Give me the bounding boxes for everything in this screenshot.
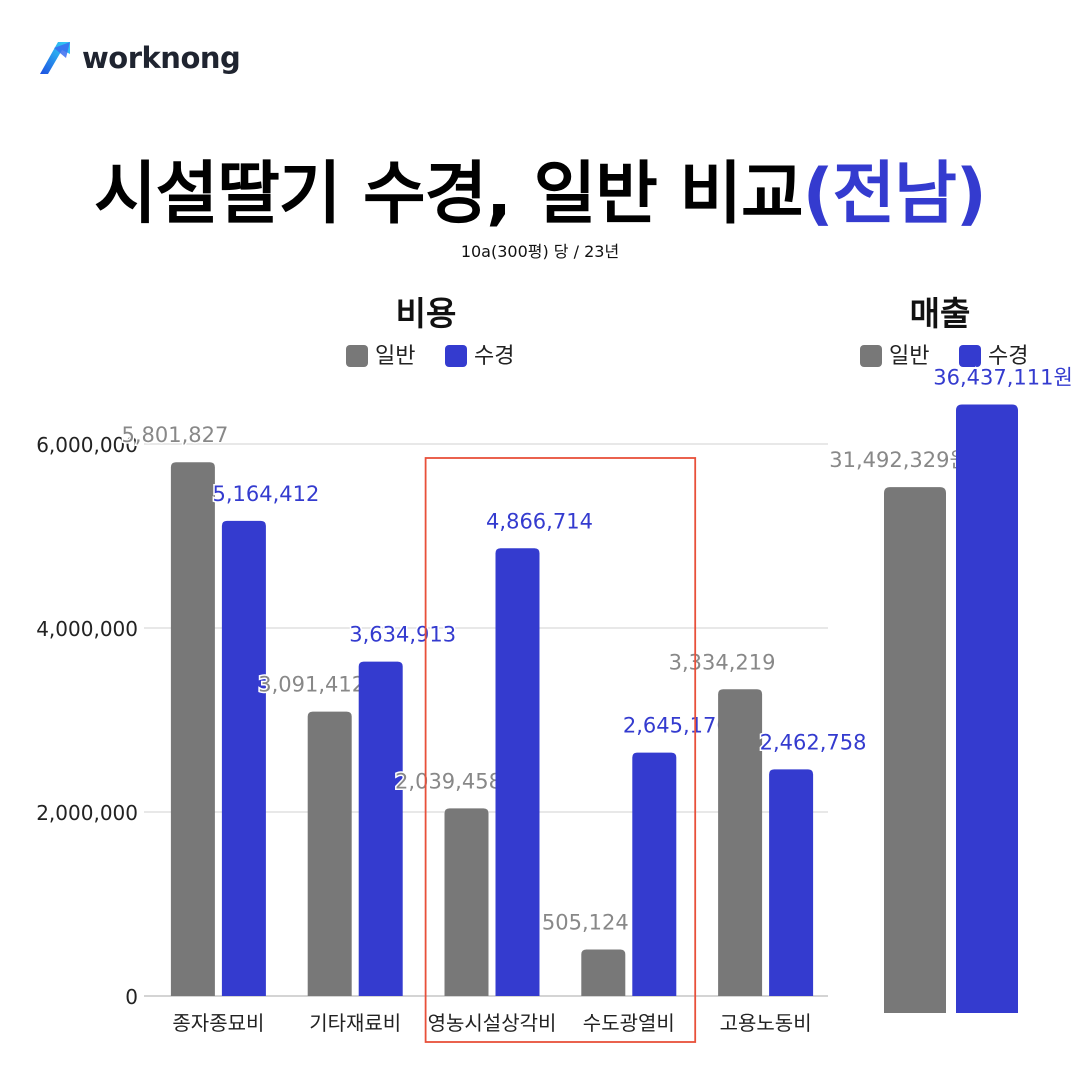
cost-data-label: 505,124 xyxy=(542,911,629,935)
revenue-data-label: 36,437,111원 xyxy=(933,366,1073,390)
cost-y-tick-label: 2,000,000 xyxy=(36,801,138,825)
cost-data-label: 3,634,913 xyxy=(349,623,456,647)
cost-x-tick-label: 고용노동비 xyxy=(720,1011,812,1035)
cost-data-label: 4,866,714 xyxy=(486,509,593,533)
revenue-data-label: 31,492,329원 xyxy=(829,448,969,472)
cost-legend-label: 수경 xyxy=(474,344,514,369)
cost-y-tick-label: 0 xyxy=(125,985,138,1009)
highlight-box xyxy=(424,457,697,1043)
cost-bar xyxy=(769,769,814,996)
title-main: 시설딸기 수경, 일반 비교 xyxy=(94,155,803,234)
cost-data-label: 3,091,412 xyxy=(258,673,365,697)
cost-bar xyxy=(718,689,763,996)
revenue-legend-label: 수경 xyxy=(988,344,1028,369)
revenue-chart-title: 매출 xyxy=(910,294,971,333)
cost-y-tick-label: 6,000,000 xyxy=(36,433,138,457)
revenue-legend-swatch xyxy=(959,345,981,367)
cost-bar xyxy=(444,808,489,996)
title-accent: (전남) xyxy=(802,155,987,234)
page-subtitle: 10a(300평) 당 / 23년 xyxy=(460,242,620,261)
cost-bar xyxy=(495,548,540,996)
cost-bar xyxy=(632,752,677,996)
revenue-legend-label: 일반 xyxy=(889,344,929,369)
revenue-bar xyxy=(884,487,946,1013)
cost-chart-title: 비용 xyxy=(396,294,457,333)
logo-text: worknong xyxy=(82,41,241,75)
cost-bar xyxy=(170,462,215,996)
revenue-bar xyxy=(956,404,1018,1013)
cost-bar xyxy=(221,520,266,996)
cost-data-label: 5,801,827 xyxy=(121,423,228,447)
revenue-legend-swatch xyxy=(860,345,882,367)
cost-data-label: 2,039,458 xyxy=(395,769,502,793)
cost-data-label: 2,645,176 xyxy=(623,714,730,738)
cost-legend-swatch xyxy=(346,345,368,367)
cost-bar xyxy=(358,661,403,996)
cost-x-tick-label: 영농시설상각비 xyxy=(428,1011,557,1035)
logo-arrow-icon xyxy=(40,42,70,74)
page-title: 시설딸기 수경, 일반 비교(전남) xyxy=(0,138,1080,237)
cost-data-label: 2,462,758 xyxy=(760,730,867,754)
cost-data-label: 5,164,412 xyxy=(212,482,319,506)
cost-x-tick-label: 기타재료비 xyxy=(309,1011,401,1035)
cost-x-tick-label: 수도광열비 xyxy=(583,1011,675,1035)
cost-bar xyxy=(581,949,626,996)
cost-legend-label: 일반 xyxy=(375,344,415,369)
cost-bar xyxy=(307,711,352,996)
logo: worknong xyxy=(36,38,241,78)
cost-legend-swatch xyxy=(445,345,467,367)
cost-data-label: 3,334,219 xyxy=(669,650,776,674)
cost-x-tick-label: 종자종묘비 xyxy=(172,1011,264,1035)
cost-y-tick-label: 4,000,000 xyxy=(36,617,138,641)
